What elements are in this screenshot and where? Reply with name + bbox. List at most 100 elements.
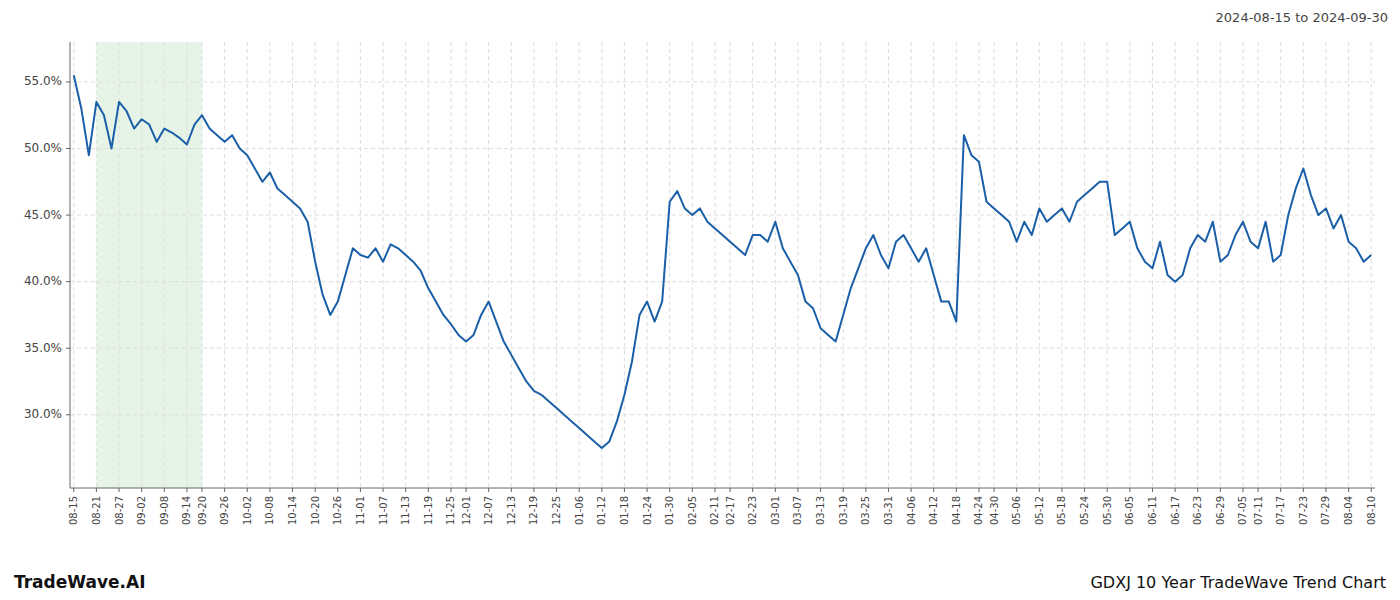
x-grid-line: [1371, 42, 1372, 488]
x-tick: [1242, 488, 1243, 492]
x-tick: [579, 488, 580, 492]
x-tick-label: 09-14: [181, 496, 192, 525]
x-tick-label: 10-20: [310, 496, 321, 525]
x-tick: [692, 488, 693, 492]
y-tick-label: 50.0%: [24, 141, 62, 155]
x-tick: [714, 488, 715, 492]
x-grid-line: [141, 42, 142, 488]
x-tick: [292, 488, 293, 492]
x-tick: [1258, 488, 1259, 492]
x-tick: [466, 488, 467, 492]
x-tick: [360, 488, 361, 492]
y-grid-line: [70, 148, 1375, 149]
subtitle: 2024-08-15 to 2024-09-30: [1216, 10, 1388, 25]
x-tick: [533, 488, 534, 492]
x-tick-label: 02-17: [725, 496, 736, 525]
x-tick: [1325, 488, 1326, 492]
y-axis-line: [70, 42, 71, 488]
x-tick: [865, 488, 866, 492]
y-tick: [66, 148, 70, 149]
x-tick-label: 01-18: [619, 496, 630, 525]
x-grid-line: [405, 42, 406, 488]
x-tick-label: 04-30: [989, 496, 1000, 525]
x-grid-line: [186, 42, 187, 488]
x-tick: [978, 488, 979, 492]
x-tick-label: 10-26: [332, 496, 343, 525]
x-grid-line: [1325, 42, 1326, 488]
x-grid-line: [730, 42, 731, 488]
x-tick-label: 08-04: [1343, 496, 1354, 525]
x-tick-label: 05-12: [1034, 496, 1045, 525]
x-tick: [669, 488, 670, 492]
x-grid-line: [1348, 42, 1349, 488]
x-grid-line: [1197, 42, 1198, 488]
y-tick: [66, 81, 70, 82]
x-grid-line: [797, 42, 798, 488]
x-tick-label: 07-11: [1253, 496, 1264, 525]
y-grid-line: [70, 81, 1375, 82]
x-grid-line: [269, 42, 270, 488]
grid: [70, 42, 1375, 488]
y-tick-label: 55.0%: [24, 74, 62, 88]
x-grid-line: [775, 42, 776, 488]
x-grid-line: [1084, 42, 1085, 488]
y-tick: [66, 215, 70, 216]
x-grid-line: [692, 42, 693, 488]
x-tick: [1371, 488, 1372, 492]
chart: 30.0%35.0%40.0%45.0%50.0%55.0%08-1508-21…: [0, 0, 1400, 600]
x-grid-line: [579, 42, 580, 488]
x-tick-label: 05-18: [1056, 496, 1067, 525]
x-tick-label: 03-31: [883, 496, 894, 525]
x-tick-label: 06-17: [1170, 496, 1181, 525]
x-grid-line: [956, 42, 957, 488]
y-grid-line: [70, 281, 1375, 282]
x-grid-line: [292, 42, 293, 488]
y-tick-label: 35.0%: [24, 341, 62, 355]
x-grid-line: [73, 42, 74, 488]
x-grid-line: [383, 42, 384, 488]
x-tick-label: 08-21: [91, 496, 102, 525]
x-tick: [601, 488, 602, 492]
x-tick-label: 01-24: [642, 496, 653, 525]
x-tick: [624, 488, 625, 492]
axes: 30.0%35.0%40.0%45.0%50.0%55.0%08-1508-21…: [24, 42, 1377, 525]
x-tick: [224, 488, 225, 492]
x-tick-label: 01-30: [664, 496, 675, 525]
y-tick-label: 45.0%: [24, 208, 62, 222]
x-tick-label: 09-26: [219, 496, 230, 525]
x-tick-label: 09-08: [159, 496, 170, 525]
x-tick-label: 04-18: [951, 496, 962, 525]
x-grid-line: [843, 42, 844, 488]
x-tick-label: 11-25: [445, 496, 456, 525]
x-tick-label: 03-07: [792, 496, 803, 525]
x-tick: [164, 488, 165, 492]
x-grid-line: [601, 42, 602, 488]
y-tick-label: 30.0%: [24, 407, 62, 421]
x-tick: [247, 488, 248, 492]
x-tick-label: 05-24: [1079, 496, 1090, 525]
x-tick: [752, 488, 753, 492]
x-tick-label: 07-23: [1298, 496, 1309, 525]
brand-label: TradeWave.AI: [14, 572, 145, 592]
x-tick-label: 03-19: [838, 496, 849, 525]
x-grid-line: [428, 42, 429, 488]
x-tick: [315, 488, 316, 492]
x-tick-label: 11-19: [423, 496, 434, 525]
x-tick-label: 06-23: [1192, 496, 1203, 525]
spans: [96, 42, 202, 488]
x-grid-line: [360, 42, 361, 488]
x-grid-line: [202, 42, 203, 488]
x-tick: [383, 488, 384, 492]
x-tick-label: 10-14: [287, 496, 298, 525]
x-grid-line: [556, 42, 557, 488]
x-tick: [511, 488, 512, 492]
x-grid-line: [911, 42, 912, 488]
x-tick: [269, 488, 270, 492]
x-tick-label: 10-02: [242, 496, 253, 525]
x-tick: [994, 488, 995, 492]
x-tick: [1107, 488, 1108, 492]
x-grid-line: [337, 42, 338, 488]
title: GDXJ 10 Year TradeWave Trend Chart: [1090, 573, 1386, 592]
y-tick: [66, 414, 70, 415]
x-tick-label: 01-06: [574, 496, 585, 525]
